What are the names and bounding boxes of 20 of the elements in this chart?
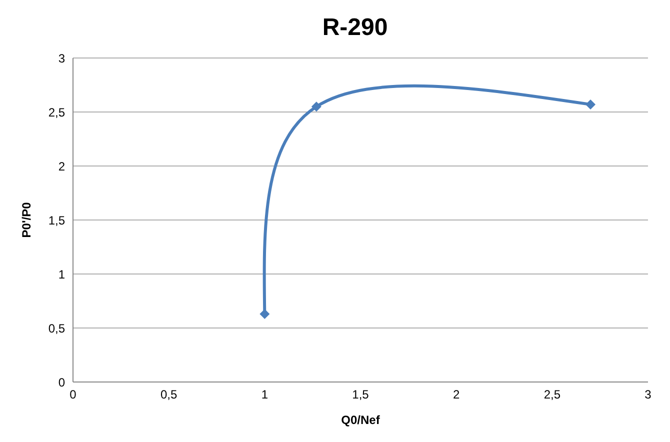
- y-tick-label: 2: [58, 159, 66, 174]
- x-tick-label: 2,5: [544, 388, 561, 402]
- point: [260, 308, 270, 319]
- y-tick-label: 1: [58, 267, 66, 282]
- x-axis-title: Q0/Nef: [341, 413, 381, 427]
- x-tick-label: 1: [261, 388, 268, 402]
- point: [311, 102, 322, 112]
- x-tick-label: 0: [70, 388, 77, 402]
- chart-title: R-290: [321, 13, 389, 43]
- y-tick-label: 2,5: [48, 105, 66, 120]
- point: [586, 99, 596, 110]
- y-tick-label: 1,5: [48, 213, 66, 228]
- y-tick-label: 3: [58, 51, 66, 66]
- y-axis-title: P0'/P0: [19, 202, 34, 238]
- y-tick-label: 0: [58, 375, 66, 390]
- x-tick-label: 2: [452, 388, 460, 402]
- x-tick-label: 0,5: [160, 388, 178, 402]
- y-tick-label: 0,5: [48, 321, 66, 336]
- x-tick-label: 1,5: [352, 388, 370, 402]
- x-tick-label: 3: [644, 388, 652, 402]
